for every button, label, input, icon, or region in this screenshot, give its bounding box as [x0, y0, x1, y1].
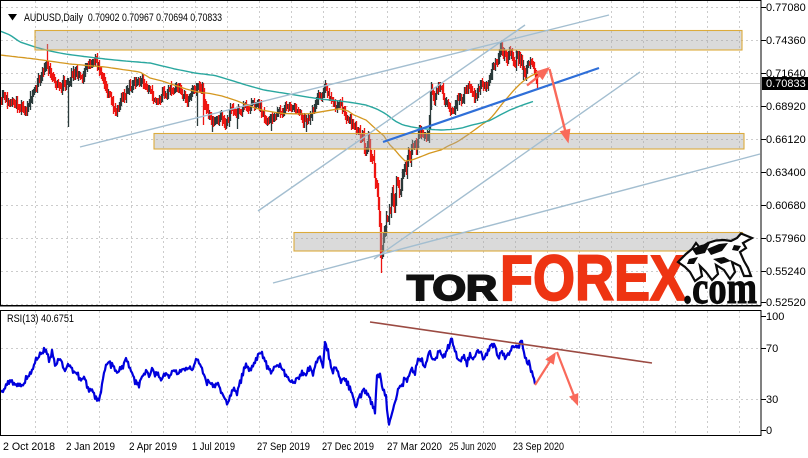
svg-text:27 Sep 2019: 27 Sep 2019: [257, 441, 310, 453]
svg-text:25 Jun 2020: 25 Jun 2020: [449, 441, 496, 453]
svg-text:AUDUSD,Daily 0.70902 0.70967: AUDUSD,Daily 0.70902 0.70967 0.70694 0.7…: [24, 12, 222, 24]
svg-text:0.68920: 0.68920: [766, 101, 806, 113]
svg-text:0.55240: 0.55240: [766, 266, 806, 278]
svg-text:1 Jul 2019: 1 Jul 2019: [192, 441, 235, 453]
svg-text:30: 30: [766, 394, 778, 406]
svg-text:0.74360: 0.74360: [766, 35, 806, 47]
svg-text:0.60680: 0.60680: [766, 200, 806, 212]
svg-text:100: 100: [766, 311, 784, 323]
svg-text:0: 0: [766, 425, 772, 437]
svg-text:0.57960: 0.57960: [766, 233, 806, 245]
svg-text:0.66120: 0.66120: [766, 134, 806, 146]
svg-text:2 Jan 2019: 2 Jan 2019: [66, 441, 115, 453]
svg-text:0.77080: 0.77080: [766, 2, 806, 14]
svg-text:0.70833: 0.70833: [766, 78, 806, 90]
svg-text:0.52520: 0.52520: [766, 297, 806, 309]
svg-text:TOR: TOR: [407, 269, 497, 308]
svg-text:.com: .com: [683, 262, 757, 313]
svg-text:70: 70: [766, 343, 778, 355]
svg-text:27 Dec 2019: 27 Dec 2019: [322, 441, 374, 453]
svg-text:23 Sep 2020: 23 Sep 2020: [513, 441, 564, 453]
svg-text:FOREX: FOREX: [500, 242, 686, 314]
svg-text:0.63400: 0.63400: [766, 167, 806, 179]
svg-text:RSI(13) 40.6751: RSI(13) 40.6751: [7, 313, 74, 325]
svg-text:27 Mar 2020: 27 Mar 2020: [387, 441, 442, 453]
svg-text:2 Apr 2019: 2 Apr 2019: [129, 441, 177, 453]
svg-text:2 Oct 2018: 2 Oct 2018: [3, 441, 55, 453]
